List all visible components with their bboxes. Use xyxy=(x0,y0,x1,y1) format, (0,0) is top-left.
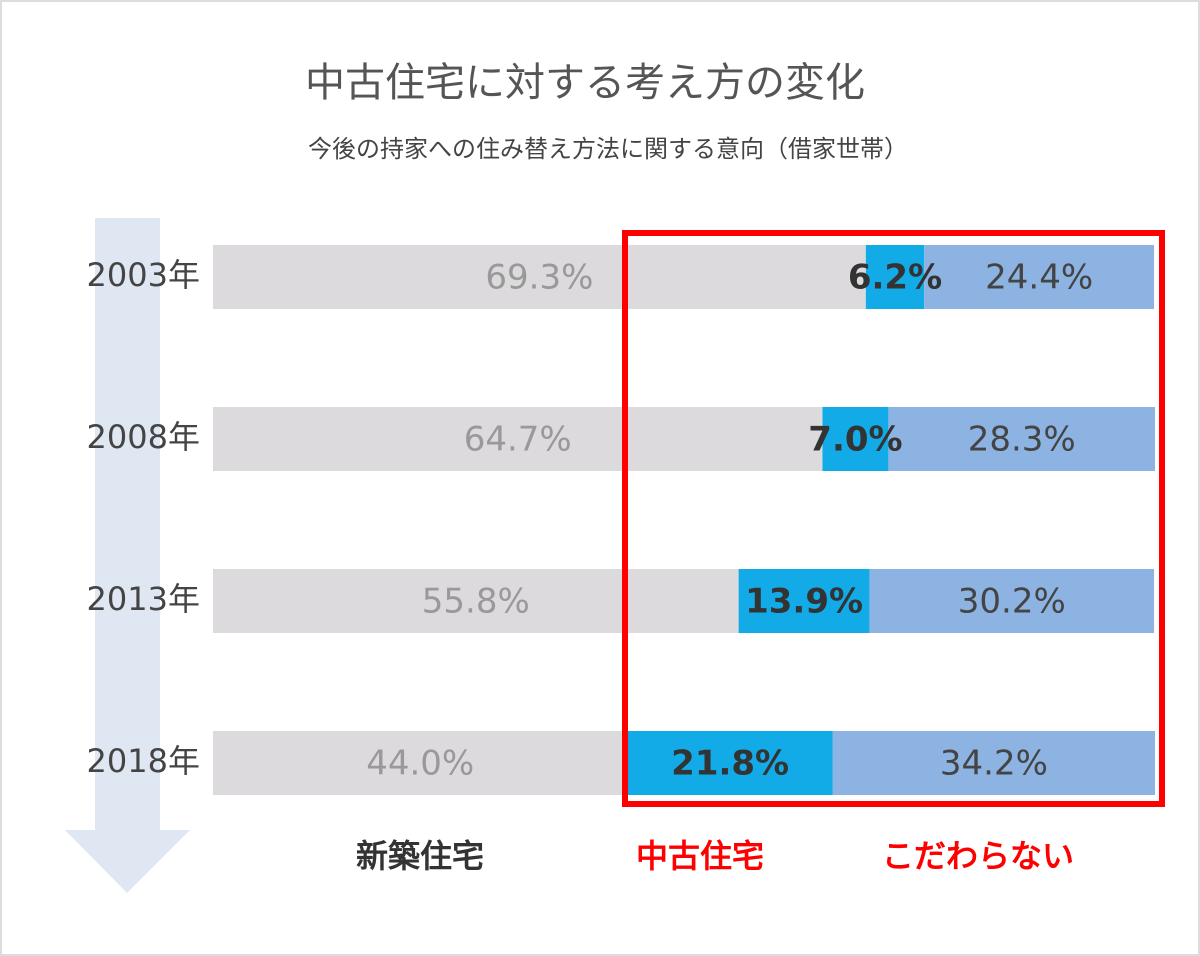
bar-segment xyxy=(888,407,1155,471)
chart-subtitle: 今後の持家への住み替え方法に関する意向（借家世帯） xyxy=(308,135,908,163)
legend-entry: 新築住宅 xyxy=(356,837,484,875)
value-label: 7.0% xyxy=(808,420,902,460)
value-label: 24.4% xyxy=(985,258,1093,298)
legend-entry: 中古住宅 xyxy=(636,837,764,875)
bar-segment xyxy=(832,731,1155,795)
bar-segment xyxy=(213,407,823,471)
bar-segment xyxy=(627,731,833,795)
arrow-head xyxy=(65,830,190,893)
value-label: 6.2% xyxy=(848,258,942,298)
time-arrow xyxy=(65,218,190,893)
y-tick-label: 2003年 xyxy=(87,256,200,294)
value-label: 30.2% xyxy=(958,582,1066,622)
bar-segment xyxy=(865,245,925,309)
bar-segment xyxy=(924,245,1155,309)
chart-title: 中古住宅に対する考え方の変化 xyxy=(305,60,865,106)
value-label: 69.3% xyxy=(485,258,593,298)
value-label: 28.3% xyxy=(968,420,1076,460)
highlight-box xyxy=(622,230,1165,807)
bar-segment xyxy=(738,569,870,633)
y-tick-label: 2018年 xyxy=(87,742,200,780)
legend-entry: こだわらない xyxy=(882,837,1074,875)
bar-segment xyxy=(822,407,889,471)
value-label: 21.8% xyxy=(671,744,789,784)
plot: 2003年 69.3% 6.2% 24.4% 2008年 64.7% 7.0% 28.3% 20… xyxy=(87,245,1155,875)
value-label: 13.9% xyxy=(745,582,863,622)
bar-segment xyxy=(213,569,739,633)
y-tick-label: 2008年 xyxy=(87,418,200,456)
value-label: 64.7% xyxy=(464,420,572,460)
y-tick-label: 2013年 xyxy=(87,580,200,618)
bar-segment xyxy=(869,569,1155,633)
bar-segment xyxy=(213,245,866,309)
value-label: 44.0% xyxy=(366,744,474,784)
bar-segment xyxy=(213,731,628,795)
arrow-shaft xyxy=(95,218,160,830)
value-label: 34.2% xyxy=(940,744,1048,784)
value-label: 55.8% xyxy=(422,582,530,622)
